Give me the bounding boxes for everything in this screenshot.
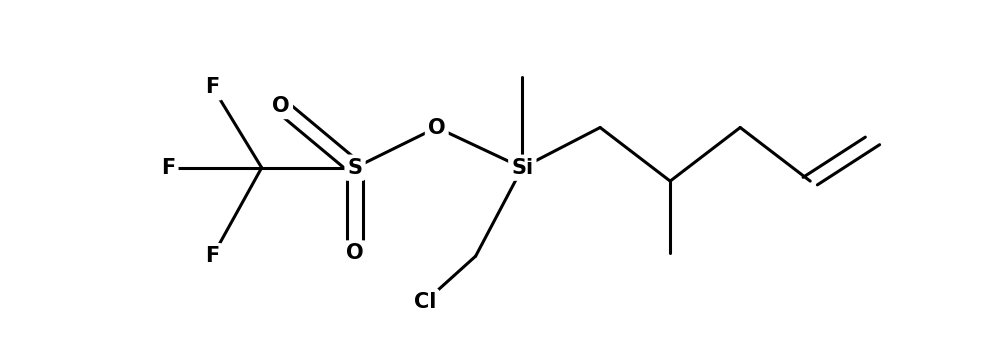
Text: F: F [206,246,220,266]
Text: Cl: Cl [413,292,436,312]
Text: Si: Si [511,158,533,178]
Text: O: O [346,244,363,263]
Text: O: O [427,118,445,137]
Text: F: F [206,77,220,97]
Text: S: S [347,158,362,178]
Text: O: O [272,96,290,116]
Text: F: F [161,158,176,178]
